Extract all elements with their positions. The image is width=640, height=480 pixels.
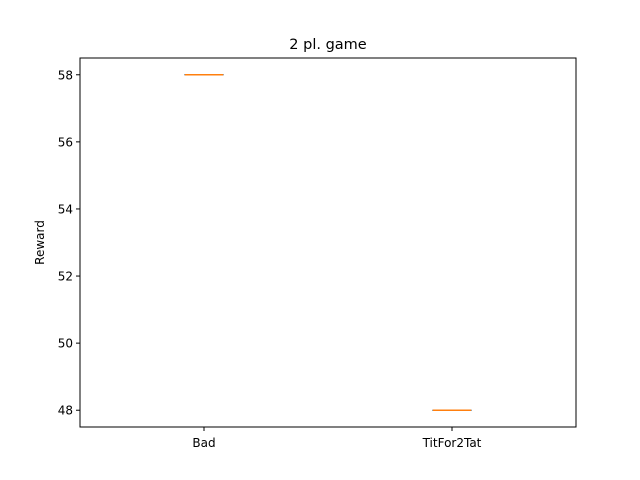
y-axis: 48 50 52 54 56 58 [58,68,80,418]
x-tick-label: TitFor2Tat [422,436,482,450]
y-tick-label: 52 [58,270,73,284]
x-tick-label: Bad [192,436,215,450]
y-tick-label: 56 [58,135,73,149]
y-tick-label: 54 [58,202,73,216]
x-axis: Bad TitFor2Tat [192,427,482,450]
chart-title: 2 pl. game [289,37,366,53]
box-series [184,74,472,411]
y-tick-label: 48 [58,404,73,418]
y-axis-label: Reward [33,220,47,265]
plot-area [80,58,576,427]
plot-frame [79,57,577,428]
y-tick-label: 58 [58,68,73,82]
y-tick-label: 50 [58,337,73,351]
